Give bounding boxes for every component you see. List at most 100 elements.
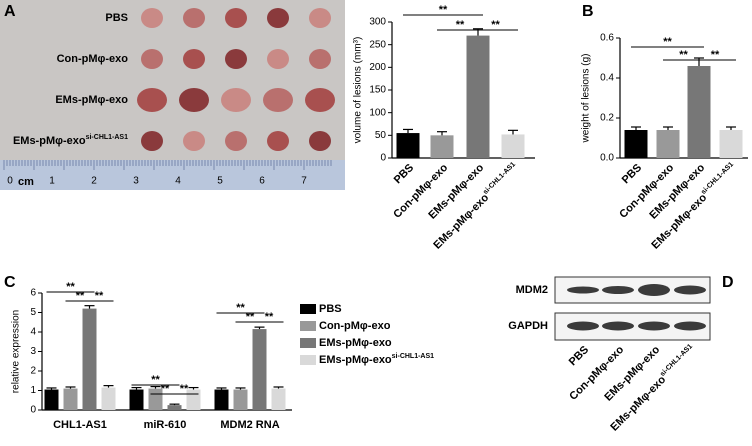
bar	[501, 134, 525, 158]
tissue	[137, 88, 167, 112]
legend-label: Con-pMφ-exo	[319, 320, 391, 332]
y-tick-label: 50	[375, 130, 387, 141]
photo-row-label: EMs-pMφ-exo	[55, 94, 128, 106]
y-tick-label: 6	[30, 288, 36, 299]
bar	[430, 135, 454, 158]
ruler-label: 0	[7, 176, 13, 187]
x-tick-label-sup: si-CHL1-AS1	[482, 161, 517, 196]
y-tick-label: 0.2	[600, 113, 614, 124]
legend-swatch	[300, 338, 316, 348]
sig-label: **	[456, 19, 465, 31]
photo-row-label-main: EMs-pMφ-exo	[13, 135, 86, 147]
x-tick-label: MDM2 RNA	[220, 419, 279, 431]
blot-band	[638, 284, 670, 296]
panel-letter: B	[582, 3, 594, 20]
tissue	[225, 8, 247, 28]
x-tick-label-main: EMs-pMφ-exo	[649, 191, 709, 251]
photo-row-label-main: Con-pMφ-exo	[57, 53, 129, 65]
y-tick-label: 0.4	[600, 73, 614, 84]
y-tick-label: 200	[369, 62, 386, 73]
sig-label: **	[76, 290, 85, 302]
blot-column-label: PBS	[567, 344, 591, 368]
tissue	[179, 88, 209, 112]
tissue	[141, 49, 163, 69]
x-tick-label: miR-610	[144, 419, 187, 431]
tissue	[309, 8, 331, 28]
bar	[396, 133, 420, 158]
blot-band	[567, 321, 599, 331]
blot-band	[602, 321, 634, 331]
legend-swatch	[300, 355, 316, 365]
tissue	[221, 88, 251, 112]
bar	[271, 388, 286, 410]
tissue	[225, 49, 247, 69]
y-tick-label: 100	[369, 107, 386, 118]
bar	[167, 405, 182, 410]
blot-band	[602, 286, 634, 294]
y-tick-label: 0	[380, 153, 386, 164]
ruler-label: 5	[217, 176, 223, 187]
y-tick-label: 0	[30, 405, 36, 416]
ruler-label: 2	[91, 176, 97, 187]
sig-label: **	[265, 311, 274, 323]
x-tick-label-main: EMs-pMφ-exo	[647, 161, 707, 221]
legend-label: EMs-pMφ-exosi-CHL1-AS1	[319, 353, 434, 366]
y-tick-label: 0.0	[600, 153, 614, 164]
sig-label: **	[663, 36, 672, 48]
y-tick-label: 250	[369, 39, 386, 50]
blot-band	[567, 286, 599, 294]
tissue	[263, 88, 293, 112]
photo-row-label: EMs-pMφ-exosi-CHL1-AS1	[13, 134, 128, 147]
bar	[63, 388, 78, 410]
legend-label: PBS	[319, 303, 342, 315]
blot-column-label-sup: si-CHL1-AS1	[659, 343, 694, 378]
y-axis-label: volume of lesions (mm³)	[353, 37, 364, 144]
tissue	[309, 131, 331, 151]
bar	[129, 389, 144, 410]
legend-label-main: PBS	[319, 303, 342, 315]
legend-swatch	[300, 321, 316, 331]
ruler-unit: cm	[18, 176, 34, 188]
tissue	[141, 8, 163, 28]
photo-row-label-main: PBS	[105, 12, 128, 24]
sig-label: **	[180, 383, 189, 395]
x-tick-label-main: PBS	[620, 162, 644, 186]
blot-row-label: MDM2	[516, 284, 548, 296]
legend-label-main: Con-pMφ-exo	[319, 320, 391, 332]
y-tick-label: 1	[30, 385, 36, 396]
tissue	[267, 49, 289, 69]
ruler-label: 6	[259, 176, 265, 187]
bar	[82, 308, 97, 410]
bar	[214, 389, 229, 410]
panel-letter: D	[722, 274, 734, 291]
sig-label: **	[246, 311, 255, 323]
legend-label-main: EMs-pMφ-exo	[319, 337, 392, 349]
legend-label: EMs-pMφ-exo	[319, 337, 392, 349]
photo-row-label-sup: si-CHL1-AS1	[86, 134, 129, 141]
blot-band	[674, 285, 706, 295]
bar	[466, 35, 490, 158]
bar	[252, 329, 267, 410]
bar	[233, 389, 248, 410]
y-tick-label: 300	[369, 17, 386, 28]
tissue	[305, 88, 335, 112]
sig-label: **	[161, 383, 170, 395]
y-axis-label: relative expression	[11, 310, 22, 393]
photo-row-label-main: EMs-pMφ-exo	[55, 94, 128, 106]
x-tick-label: PBS	[392, 162, 416, 186]
y-tick-label: 3	[30, 346, 36, 357]
sig-label: **	[95, 290, 104, 302]
y-tick-label: 0.6	[600, 33, 614, 44]
blot-band	[674, 321, 706, 331]
sig-label: **	[66, 281, 75, 293]
sig-label: **	[679, 49, 688, 61]
bar	[101, 387, 116, 410]
legend-swatch	[300, 304, 316, 314]
bar	[186, 389, 201, 410]
sig-label: **	[491, 19, 500, 31]
bar	[624, 130, 648, 158]
tissue	[141, 131, 163, 151]
y-tick-label: 5	[30, 307, 36, 318]
y-axis-label: weight of lesions (g)	[581, 54, 592, 144]
blot-column-label-main: PBS	[567, 344, 591, 368]
